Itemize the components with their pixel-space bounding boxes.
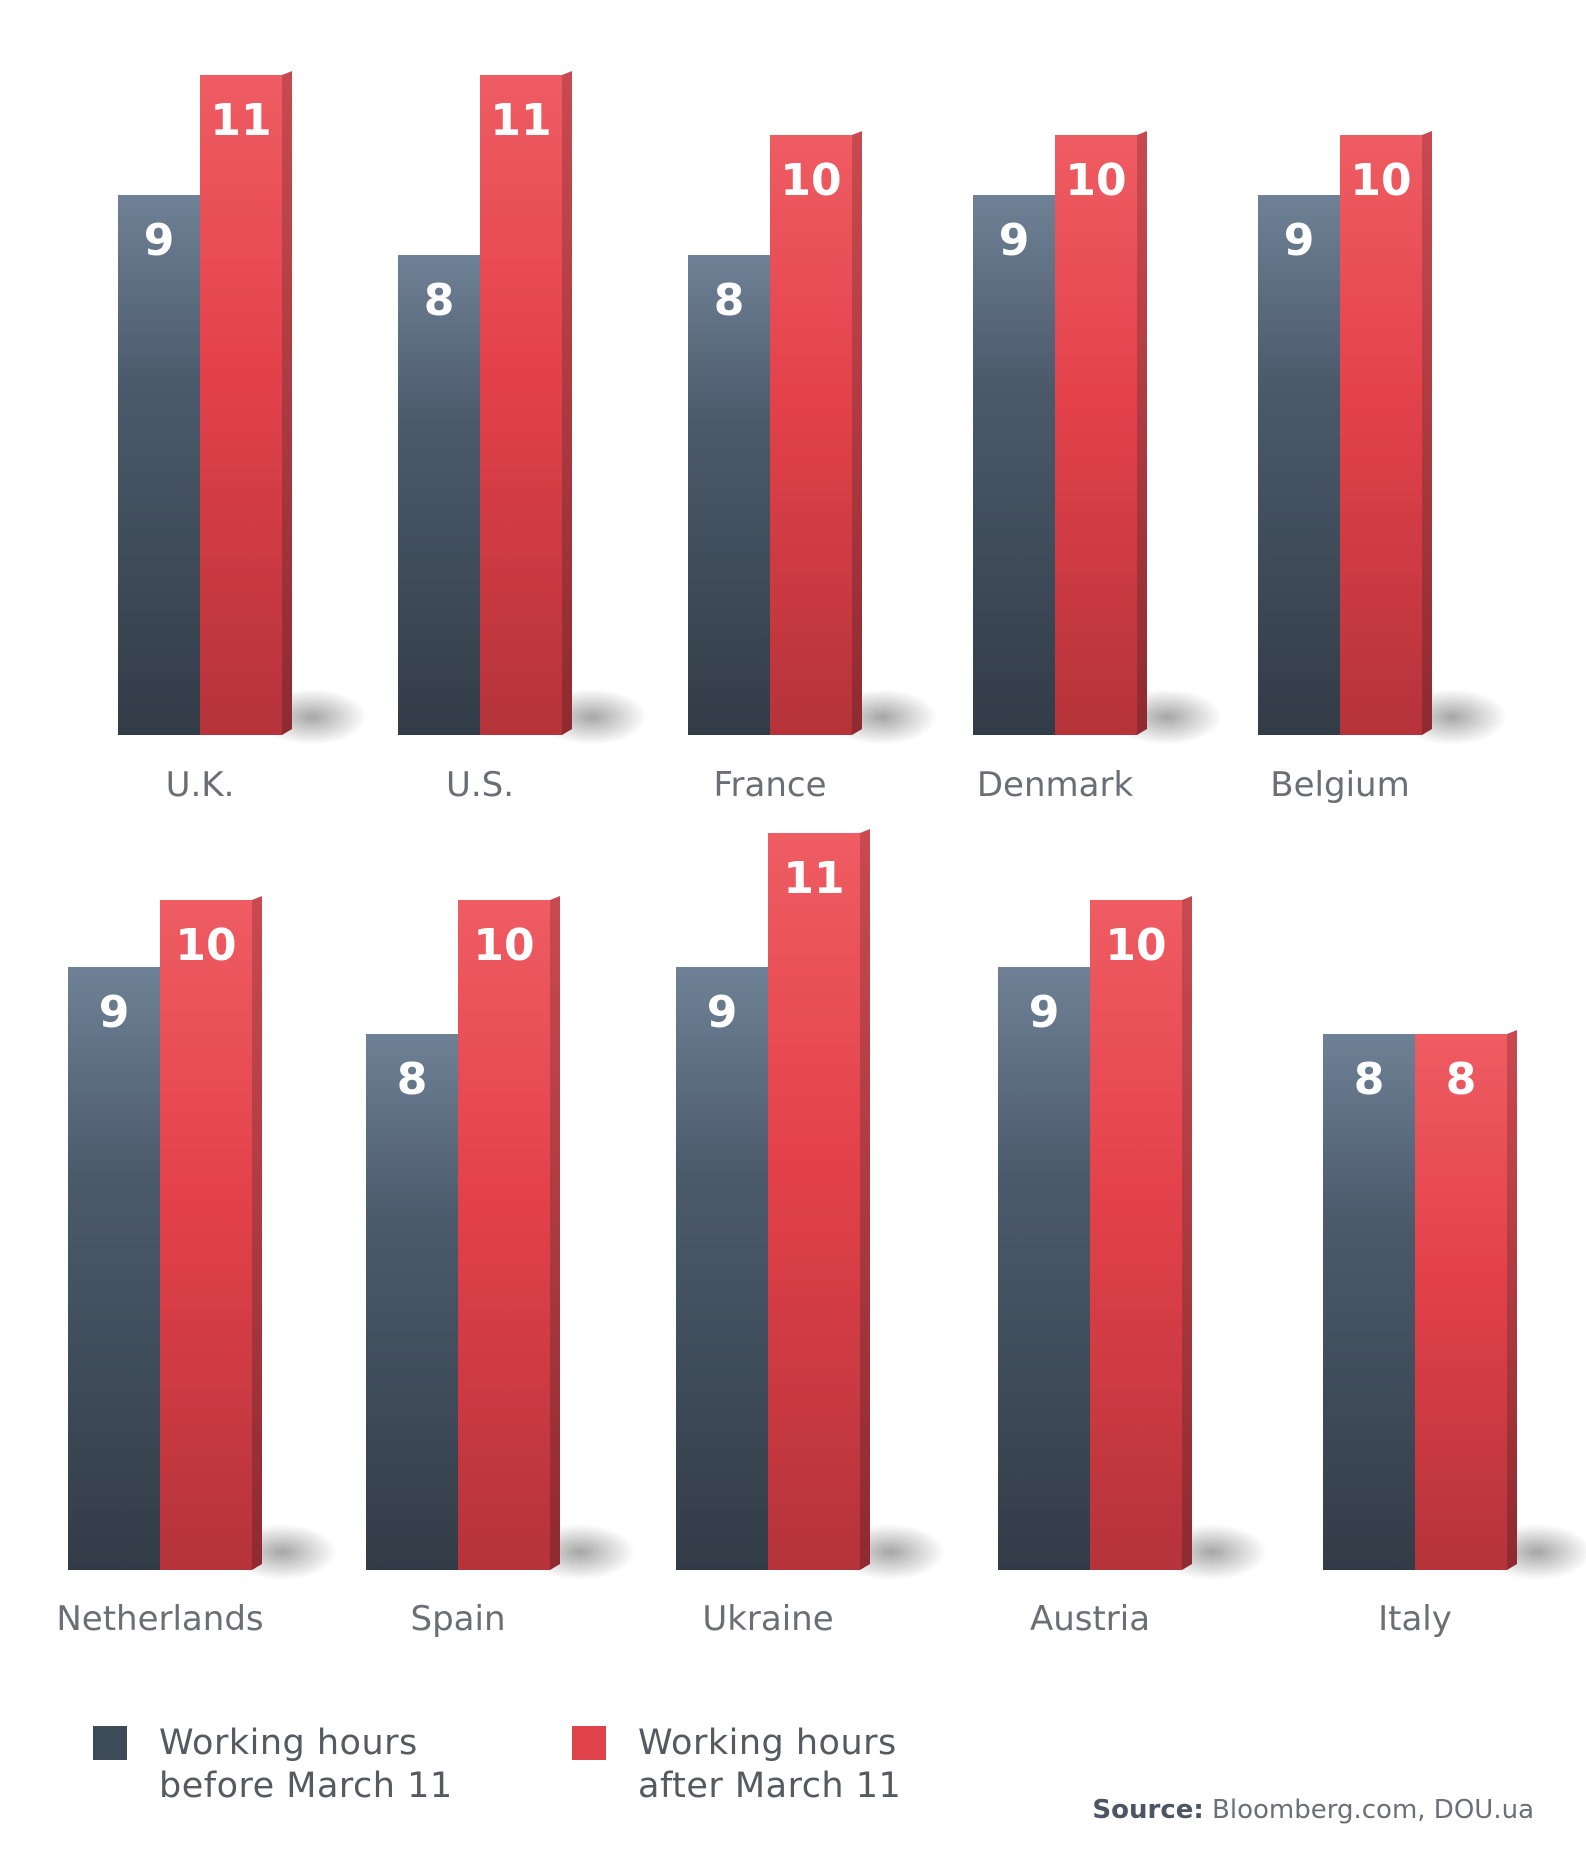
bar-after-france <box>770 135 852 735</box>
bar-chart: 9 11 U.K. 8 11 U.S. 8 10 France 9 10 Denmark 9 10 Belg… <box>56 71 1586 1639</box>
bar-before-denmark <box>973 195 1055 735</box>
bar-before-ukraine <box>676 967 768 1570</box>
bar-after-u-k <box>200 75 282 735</box>
value-label-before-u-k: 9 <box>144 215 175 266</box>
bar-before-u-s <box>398 255 480 735</box>
source-text: Bloomberg.com, DOU.ua <box>1212 1795 1534 1825</box>
bar-before-netherlands <box>68 967 160 1570</box>
bar-side-ukraine <box>860 829 870 1570</box>
bar-side-france <box>852 131 862 735</box>
category-label-spain: Spain <box>411 1599 506 1639</box>
value-label-before-u-s: 8 <box>424 275 455 326</box>
legend-label-after: Working hours after March 11 <box>638 1723 902 1806</box>
value-label-after-france: 10 <box>780 155 841 206</box>
legend-item-after: Working hours after March 11 <box>572 1722 901 1808</box>
value-label-after-ukraine: 11 <box>783 853 844 904</box>
category-label-u-k: U.K. <box>166 765 235 805</box>
category-label-u-s: U.S. <box>446 765 514 805</box>
value-label-after-u-k: 11 <box>210 95 271 146</box>
value-label-after-u-s: 11 <box>490 95 551 146</box>
bar-before-spain <box>366 1034 458 1570</box>
bar-after-u-s <box>480 75 562 735</box>
value-label-after-spain: 10 <box>473 920 534 971</box>
category-label-ukraine: Ukraine <box>702 1599 833 1639</box>
value-label-after-denmark: 10 <box>1065 155 1126 206</box>
category-label-belgium: Belgium <box>1270 765 1409 805</box>
category-label-austria: Austria <box>1030 1599 1150 1639</box>
bar-before-italy <box>1323 1034 1415 1570</box>
value-label-before-spain: 8 <box>397 1054 428 1105</box>
legend-swatch-before <box>93 1726 127 1760</box>
source-note: Source: Bloomberg.com, DOU.ua <box>1092 1795 1534 1825</box>
value-label-before-france: 8 <box>714 275 745 326</box>
bar-before-austria <box>998 967 1090 1570</box>
bar-side-denmark <box>1137 131 1147 735</box>
bar-after-ukraine <box>768 833 860 1570</box>
value-label-after-italy: 8 <box>1446 1054 1477 1105</box>
bar-before-u-k <box>118 195 200 735</box>
value-label-before-italy: 8 <box>1354 1054 1385 1105</box>
value-label-after-austria: 10 <box>1105 920 1166 971</box>
bar-side-u-k <box>282 71 292 735</box>
bar-side-austria <box>1182 896 1192 1570</box>
category-label-france: France <box>713 765 826 805</box>
value-label-before-austria: 9 <box>1029 987 1060 1038</box>
bar-after-netherlands <box>160 900 252 1570</box>
value-label-before-netherlands: 9 <box>99 987 130 1038</box>
category-label-denmark: Denmark <box>977 765 1134 805</box>
value-label-before-belgium: 9 <box>1284 215 1315 266</box>
bar-before-belgium <box>1258 195 1340 735</box>
legend-item-before: Working hours before March 11 <box>93 1722 453 1808</box>
source-label: Source: <box>1092 1795 1204 1825</box>
bar-side-u-s <box>562 71 572 735</box>
bar-after-spain <box>458 900 550 1570</box>
legend-swatch-after <box>572 1726 606 1760</box>
legend-label-before: Working hours before March 11 <box>159 1723 453 1806</box>
bar-side-netherlands <box>252 896 262 1570</box>
bar-after-austria <box>1090 900 1182 1570</box>
value-label-after-netherlands: 10 <box>175 920 236 971</box>
bar-side-belgium <box>1422 131 1432 735</box>
category-label-italy: Italy <box>1378 1599 1452 1639</box>
value-label-before-denmark: 9 <box>999 215 1030 266</box>
bar-after-denmark <box>1055 135 1137 735</box>
bar-side-spain <box>550 896 560 1570</box>
bar-after-belgium <box>1340 135 1422 735</box>
value-label-before-ukraine: 9 <box>707 987 738 1038</box>
category-label-netherlands: Netherlands <box>56 1599 263 1639</box>
bar-side-italy <box>1507 1030 1517 1570</box>
bar-after-italy <box>1415 1034 1507 1570</box>
bar-before-france <box>688 255 770 735</box>
value-label-after-belgium: 10 <box>1350 155 1411 206</box>
